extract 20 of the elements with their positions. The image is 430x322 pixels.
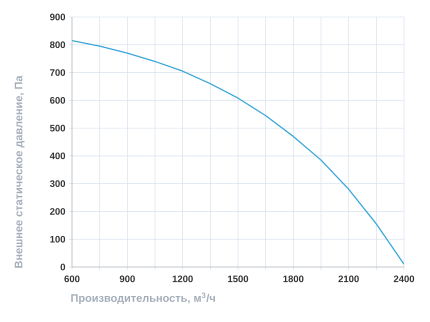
x-tick-label: 2400 xyxy=(394,276,414,282)
y-tick-label: 800 xyxy=(50,41,66,48)
x-tick-label: 900 xyxy=(120,276,135,282)
y-tick-label: 300 xyxy=(50,180,66,188)
y-tick-label: 100 xyxy=(50,236,66,243)
y-axis-title: Внешнее статическое давление, Па xyxy=(14,76,24,268)
x-axis-title: Производительность, м$^{3}$/ч xyxy=(71,292,215,304)
y-tick-label: 200 xyxy=(50,208,66,215)
y-tick-label: 0 xyxy=(60,264,66,270)
x-tick-label: 2100 xyxy=(338,276,359,282)
x-tick-label: 1200 xyxy=(172,276,193,282)
y-tick-label: 600 xyxy=(50,96,66,104)
line-series xyxy=(72,40,404,265)
y-tick-label: 500 xyxy=(50,124,66,132)
x-tick-label: 1500 xyxy=(228,276,248,282)
y-tick-label: 400 xyxy=(50,152,66,160)
y-tick-label: 700 xyxy=(50,69,66,76)
y-tick-label: 900 xyxy=(50,14,66,20)
x-tick-label: 1800 xyxy=(283,276,304,282)
x-tick-label: 600 xyxy=(64,276,80,282)
